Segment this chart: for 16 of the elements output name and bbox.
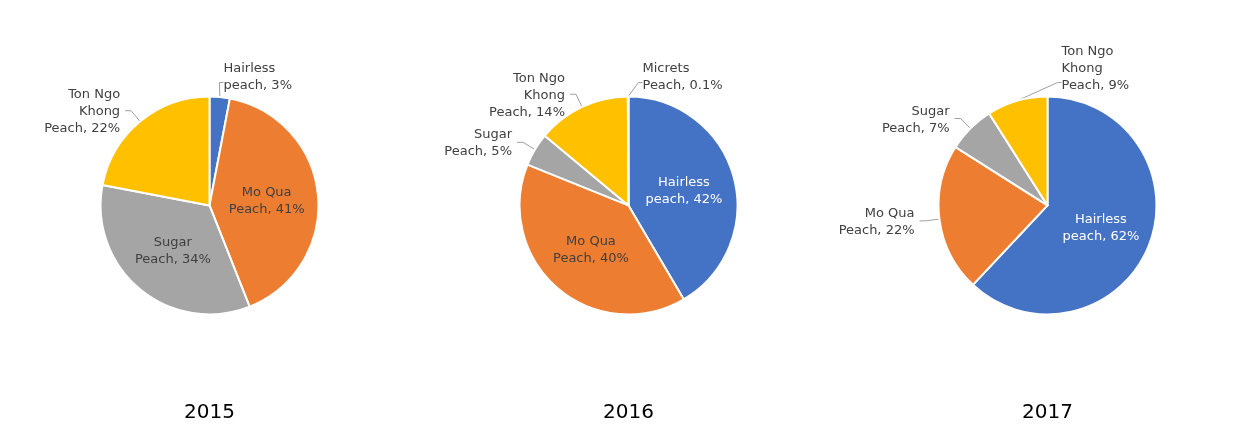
slice-label: Ton Ngo Khong Peach, 22% (44, 86, 121, 136)
slice-label: Ton Ngo Khong Peach, 9% (1060, 42, 1130, 92)
slice-label: Sugar Peach, 5% (444, 126, 513, 159)
slice-label: Mo Qua Peach, 41% (228, 184, 305, 217)
slice-label: Mo Qua Peach, 22% (838, 204, 915, 237)
slice-label: Sugar Peach, 34% (134, 233, 211, 266)
text: 2017 (1022, 399, 1073, 423)
slice-label: Ton Ngo Khong Peach, 14% (489, 69, 566, 119)
slice-label: Micrets Peach, 0.1% (642, 59, 723, 92)
slice-label: Mo Qua Peach, 40% (553, 232, 629, 265)
slice-label: Hairless peach, 42% (645, 174, 723, 207)
text: 2015 (184, 399, 235, 423)
slice-label: Hairless peach, 62% (1062, 210, 1140, 243)
slice-label: Sugar Peach, 7% (881, 102, 951, 135)
slice-label: Hairless peach, 3% (223, 59, 292, 92)
text: 2016 (603, 399, 654, 423)
